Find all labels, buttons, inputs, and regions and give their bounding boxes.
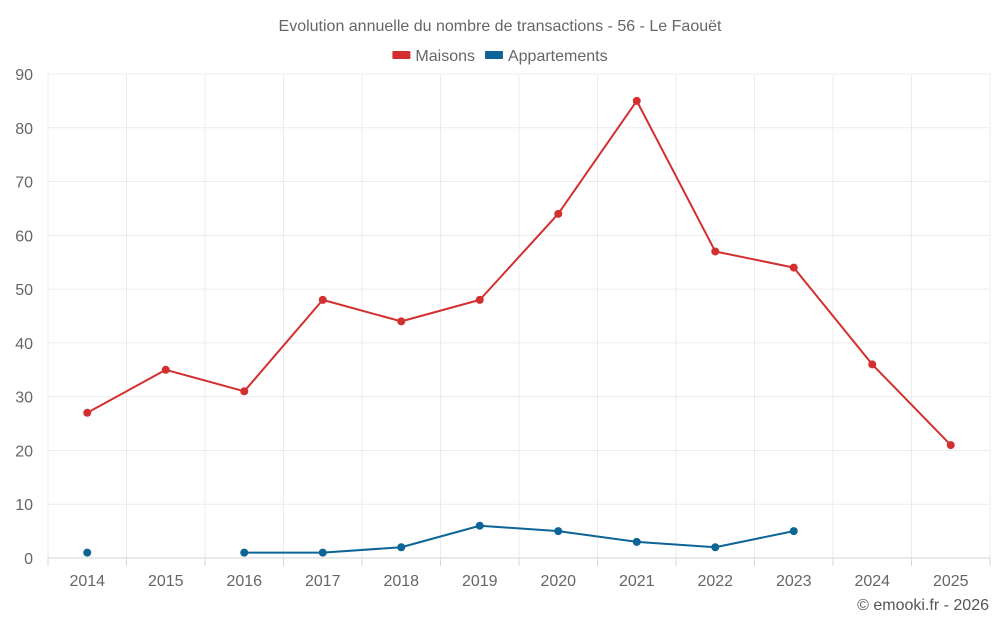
axes: 0 10 20 30 40 50 60 70 80 90 2014 2015 2016 2017 2018 2… bbox=[15, 67, 991, 590]
y-tick-label: 10 bbox=[15, 497, 33, 514]
x-tick-label: 2021 bbox=[619, 573, 655, 590]
footer-credit: © emooki.fr - 2026 bbox=[857, 597, 989, 614]
chart-title: Evolution annuelle du nombre de transact… bbox=[279, 18, 723, 35]
x-tick-label: 2020 bbox=[540, 573, 576, 590]
y-tick-label: 30 bbox=[15, 390, 33, 407]
data-point-maisons[interactable] bbox=[83, 408, 92, 417]
data-point-appartements[interactable] bbox=[632, 537, 641, 546]
data-point-maisons[interactable] bbox=[475, 295, 484, 304]
data-point-appartements[interactable] bbox=[318, 548, 327, 557]
x-tick-label: 2017 bbox=[305, 573, 341, 590]
data-point-appartements[interactable] bbox=[83, 548, 92, 557]
y-tick-label: 20 bbox=[15, 443, 33, 460]
series-layer bbox=[83, 96, 955, 557]
series-line-appartements bbox=[244, 524, 794, 554]
data-point-maisons[interactable] bbox=[711, 247, 720, 256]
y-tick-label: 70 bbox=[15, 175, 33, 192]
x-tick-label: 2024 bbox=[854, 573, 890, 590]
y-tick-label: 40 bbox=[15, 336, 33, 353]
data-point-appartements[interactable] bbox=[711, 543, 720, 552]
x-tick-label: 2023 bbox=[776, 573, 812, 590]
y-tick-label: 60 bbox=[15, 228, 33, 245]
legend-item-maisons[interactable]: Maisons bbox=[392, 48, 475, 65]
series-appartements bbox=[83, 521, 798, 557]
data-point-maisons[interactable] bbox=[789, 263, 798, 272]
legend: Maisons Appartements bbox=[392, 48, 608, 65]
y-tick-label: 0 bbox=[24, 551, 33, 568]
y-tick-label: 80 bbox=[15, 121, 33, 138]
legend-swatch-appartements bbox=[484, 51, 503, 59]
series-line-maisons bbox=[86, 99, 952, 446]
series-maisons bbox=[83, 96, 955, 450]
data-point-maisons[interactable] bbox=[946, 441, 955, 450]
legend-item-appartements[interactable]: Appartements bbox=[484, 48, 608, 65]
data-point-appartements[interactable] bbox=[554, 527, 563, 536]
data-point-maisons[interactable] bbox=[161, 365, 170, 374]
data-point-appartements[interactable] bbox=[789, 527, 798, 536]
data-point-maisons[interactable] bbox=[318, 295, 327, 304]
data-point-appartements[interactable] bbox=[475, 521, 484, 530]
x-tick-label: 2019 bbox=[462, 573, 498, 590]
x-tick-label: 2022 bbox=[697, 573, 733, 590]
data-point-maisons[interactable] bbox=[632, 96, 641, 105]
data-point-maisons[interactable] bbox=[868, 360, 877, 369]
data-point-appartements[interactable] bbox=[240, 548, 249, 557]
data-point-maisons[interactable] bbox=[397, 317, 406, 326]
x-tick-label: 2016 bbox=[226, 573, 262, 590]
legend-label-maisons: Maisons bbox=[415, 48, 475, 65]
data-point-appartements[interactable] bbox=[397, 543, 406, 552]
y-tick-label: 50 bbox=[15, 282, 33, 299]
y-tick-label: 90 bbox=[15, 67, 33, 84]
x-tick-label: 2018 bbox=[383, 573, 419, 590]
legend-label-appartements: Appartements bbox=[508, 48, 608, 65]
data-point-maisons[interactable] bbox=[240, 387, 249, 396]
grid bbox=[47, 73, 991, 558]
data-point-maisons[interactable] bbox=[554, 209, 563, 218]
x-tick-label: 2014 bbox=[69, 573, 105, 590]
legend-swatch-maisons bbox=[392, 51, 411, 59]
x-tick-label: 2015 bbox=[148, 573, 184, 590]
x-tick-label: 2025 bbox=[933, 573, 969, 590]
